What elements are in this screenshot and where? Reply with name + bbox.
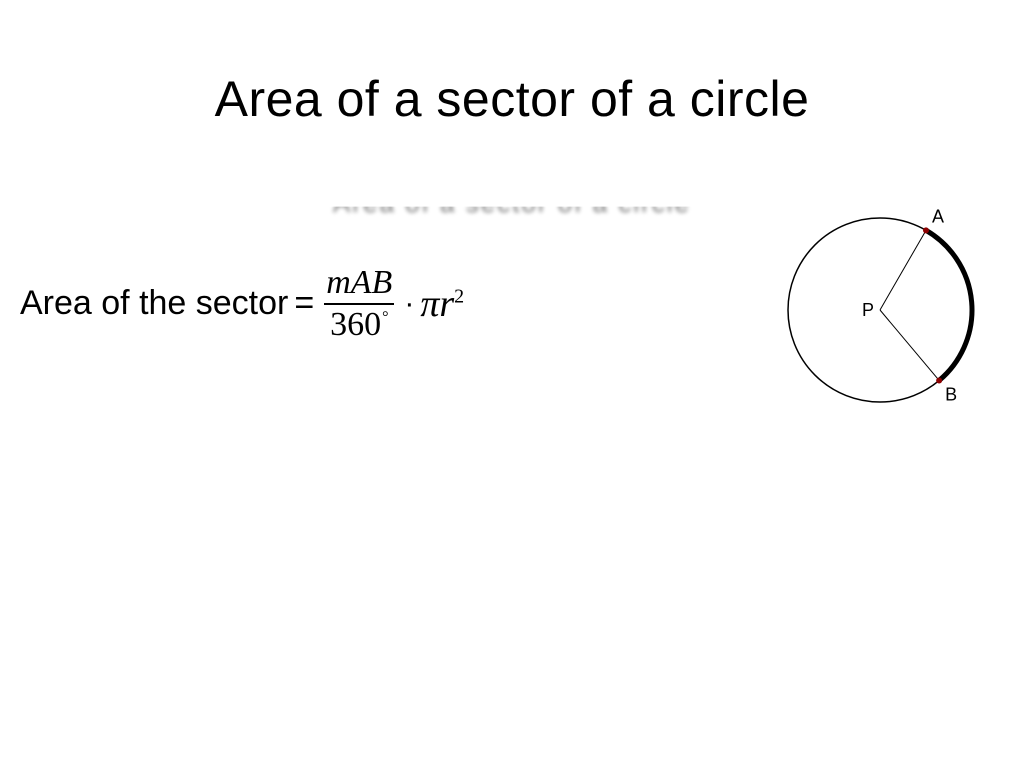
sector-diagram: P A B	[765, 195, 1000, 430]
pi-symbol: π	[420, 283, 439, 325]
denominator-value: 360	[330, 306, 381, 343]
label-A: A	[932, 206, 944, 226]
slide-title: Area of a sector of a circle	[0, 70, 1024, 128]
fraction-denominator: 360°	[324, 303, 394, 343]
exponent-2: 2	[454, 285, 464, 307]
fraction-numerator: mAB	[320, 265, 398, 303]
label-P: P	[862, 300, 874, 320]
point-B	[936, 377, 942, 383]
fraction: mAB 360°	[320, 265, 398, 342]
pi-r-squared: πr2	[420, 282, 464, 326]
r-variable: r	[439, 283, 454, 325]
multiplication-dot: ·	[404, 287, 414, 321]
formula-label: Area of the sector	[20, 284, 288, 323]
degree-symbol: °	[382, 309, 388, 326]
formula: Area of the sector = mAB 360° · πr2	[20, 265, 464, 342]
slide: Area of a sector of a circle Area of a s…	[0, 0, 1024, 768]
equals-sign: =	[294, 284, 314, 323]
label-B: B	[945, 384, 957, 404]
point-A	[923, 227, 929, 233]
